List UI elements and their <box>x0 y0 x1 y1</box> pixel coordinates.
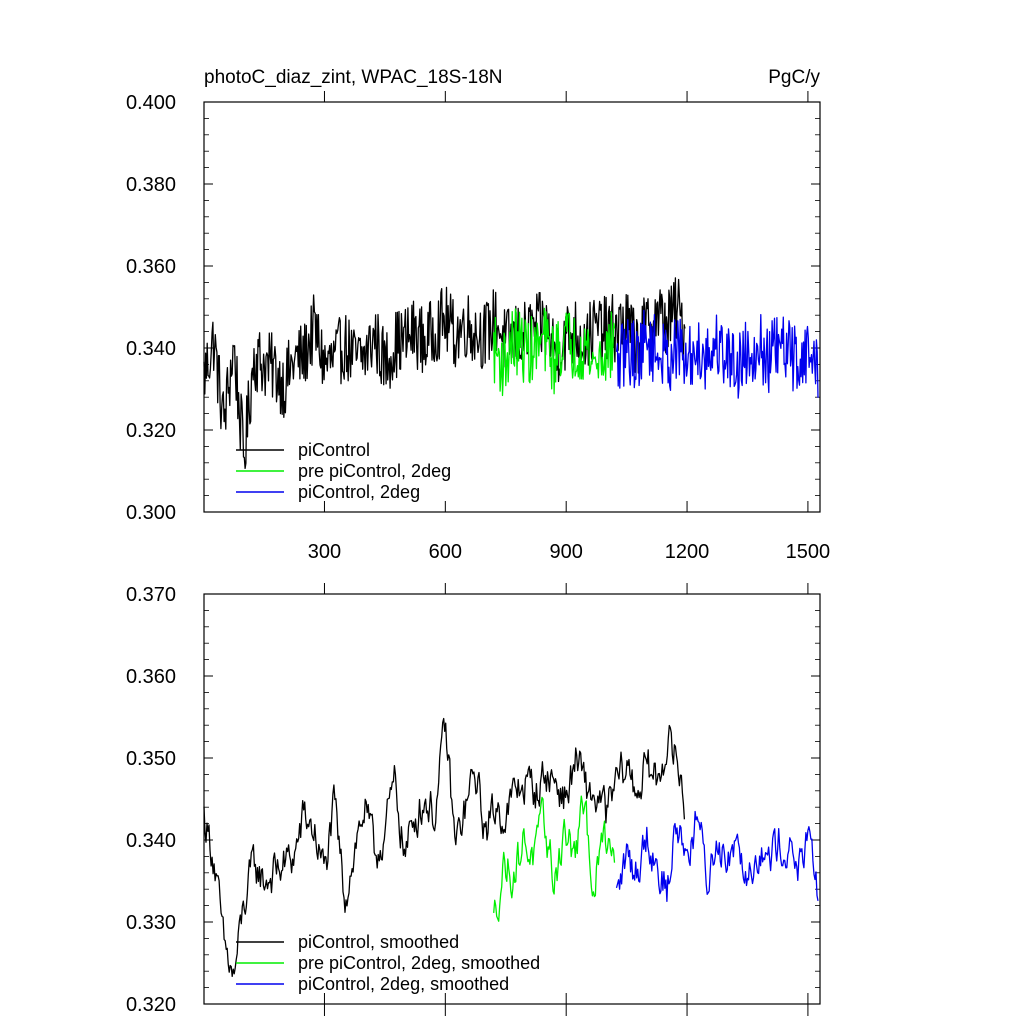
y-tick-label: 0.320 <box>126 420 176 442</box>
series-line-picontrol <box>203 277 686 470</box>
units-label: PgC/y <box>768 67 820 88</box>
y-tick-label: 0.380 <box>126 174 176 196</box>
x-tick-label: 600 <box>429 541 462 563</box>
y-tick-label: 0.320 <box>126 994 176 1016</box>
y-tick-label: 0.370 <box>126 584 176 606</box>
axis-ticks: 0.320 0.330 0.340 0.350 0.360 0.370 <box>126 583 820 1016</box>
axis-ticks: 0.300 0.320 0.340 0.360 0.380 0.400 300 600 900 1… <box>126 91 830 563</box>
x-tick-label: 1500 <box>786 541 831 563</box>
x-tick-label: 900 <box>549 541 582 563</box>
plot-frame <box>203 593 821 1005</box>
legend-label: piControl <box>298 440 370 460</box>
top-panel: photoC_diaz_zint, WPAC_18S-18N PgC/y 0.3… <box>126 67 830 563</box>
series-line-picontrol-2deg <box>615 309 819 399</box>
legend-label: pre piControl, 2deg <box>298 461 451 481</box>
y-tick-label: 0.360 <box>126 256 176 278</box>
y-tick-label: 0.350 <box>126 748 176 770</box>
bottom-panel: 0.320 0.330 0.340 0.350 0.360 0.370 piControl… <box>126 583 821 1016</box>
plot-frame <box>203 101 821 513</box>
x-tick-label: 1200 <box>665 541 710 563</box>
chart-title: photoC_diaz_zint, WPAC_18S-18N <box>204 67 503 88</box>
y-tick-label: 0.340 <box>126 338 176 360</box>
y-tick-label: 0.300 <box>126 502 176 524</box>
y-tick-label: 0.400 <box>126 92 176 114</box>
y-tick-label: 0.360 <box>126 666 176 688</box>
legend-label: piControl, smoothed <box>298 932 459 952</box>
series-layer <box>203 277 819 470</box>
series-line-picontrol-2deg <box>615 810 819 902</box>
series-line-pre-picontrol-2deg <box>493 795 616 922</box>
x-tick-label: 300 <box>308 541 341 563</box>
series-layer <box>203 717 819 978</box>
series-line-pre-picontrol-2deg <box>493 307 616 397</box>
y-tick-label: 0.330 <box>126 912 176 934</box>
legend-label: piControl, 2deg, smoothed <box>298 974 509 994</box>
series-line-picontrol <box>203 717 686 978</box>
legend-label: pre piControl, 2deg, smoothed <box>298 953 540 973</box>
y-tick-label: 0.340 <box>126 830 176 852</box>
legend-label: piControl, 2deg <box>298 482 420 502</box>
